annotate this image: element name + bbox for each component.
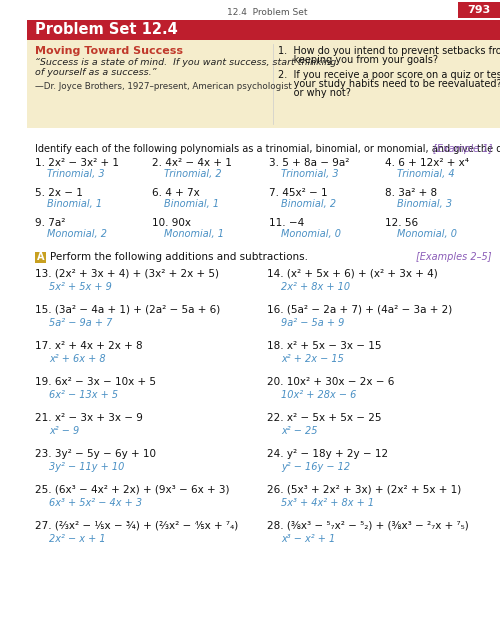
Text: 5x³ + 4x² + 8x + 1: 5x³ + 4x² + 8x + 1 <box>281 498 374 508</box>
Text: 14. (x² + 5x + 6) + (x² + 3x + 4): 14. (x² + 5x + 6) + (x² + 3x + 4) <box>267 269 438 279</box>
Text: 10x² + 28x − 6: 10x² + 28x − 6 <box>281 390 356 400</box>
Text: 5a² − 9a + 7: 5a² − 9a + 7 <box>49 318 112 328</box>
Text: Trinomial, 3: Trinomial, 3 <box>47 169 104 179</box>
Text: 26. (5x³ + 2x² + 3x) + (2x² + 5x + 1): 26. (5x³ + 2x² + 3x) + (2x² + 5x + 1) <box>267 485 461 495</box>
Text: 17. x² + 4x + 2x + 8: 17. x² + 4x + 2x + 8 <box>35 341 142 351</box>
Text: [Example 1]: [Example 1] <box>433 144 492 154</box>
Text: 15. (3a² − 4a + 1) + (2a² − 5a + 6): 15. (3a² − 4a + 1) + (2a² − 5a + 6) <box>35 305 220 315</box>
Text: 16. (5a² − 2a + 7) + (4a² − 3a + 2): 16. (5a² − 2a + 7) + (4a² − 3a + 2) <box>267 305 452 315</box>
Text: A: A <box>37 253 44 262</box>
Text: Identify each of the following polynomials as a trinomial, binomial, or monomial: Identify each of the following polynomia… <box>35 144 500 154</box>
Text: 3y² − 11y + 10: 3y² − 11y + 10 <box>49 462 124 472</box>
Text: x² + 2x − 15: x² + 2x − 15 <box>281 354 344 364</box>
Text: NOT FOR SALE. Copyright XYZtextbooks. Last revised March 6, 2012: NOT FOR SALE. Copyright XYZtextbooks. La… <box>10 196 16 444</box>
Text: 4. 6 + 12x² + x⁴: 4. 6 + 12x² + x⁴ <box>385 158 469 168</box>
Text: 3. 5 + 8a − 9a²: 3. 5 + 8a − 9a² <box>269 158 349 168</box>
Text: 1. 2x² − 3x² + 1: 1. 2x² − 3x² + 1 <box>35 158 119 168</box>
Text: 5x² + 5x + 9: 5x² + 5x + 9 <box>49 282 112 292</box>
Text: Trinomial, 4: Trinomial, 4 <box>397 169 454 179</box>
Text: 6. 4 + 7x: 6. 4 + 7x <box>152 188 200 198</box>
Text: 24. y² − 18y + 2y − 12: 24. y² − 18y + 2y − 12 <box>267 449 388 459</box>
Text: 11. −4: 11. −4 <box>269 218 304 228</box>
Text: 2. 4x² − 4x + 1: 2. 4x² − 4x + 1 <box>152 158 232 168</box>
Text: Monomial, 2: Monomial, 2 <box>47 229 107 239</box>
Text: Monomial, 1: Monomial, 1 <box>164 229 224 239</box>
FancyBboxPatch shape <box>458 2 500 18</box>
Text: “Success is a state of mind.  If you want success, start thinking: “Success is a state of mind. If you want… <box>35 58 336 67</box>
Text: Moving Toward Success: Moving Toward Success <box>35 46 183 56</box>
Text: 5. 2x − 1: 5. 2x − 1 <box>35 188 83 198</box>
Text: 10. 90x: 10. 90x <box>152 218 191 228</box>
Text: 2x² − x + 1: 2x² − x + 1 <box>49 534 106 544</box>
Text: 25. (6x³ − 4x² + 2x) + (9x³ − 6x + 3): 25. (6x³ − 4x² + 2x) + (9x³ − 6x + 3) <box>35 485 230 495</box>
Text: 13. (2x² + 3x + 4) + (3x² + 2x + 5): 13. (2x² + 3x + 4) + (3x² + 2x + 5) <box>35 269 219 279</box>
Text: —Dr. Joyce Brothers, 1927–present, American psychologist: —Dr. Joyce Brothers, 1927–present, Ameri… <box>35 82 292 91</box>
Text: [Examples 2–5]: [Examples 2–5] <box>416 253 492 262</box>
Text: 7. 45x² − 1: 7. 45x² − 1 <box>269 188 328 198</box>
Text: 793: 793 <box>468 5 490 15</box>
Text: or why not?: or why not? <box>278 88 350 98</box>
Text: Trinomial, 3: Trinomial, 3 <box>281 169 338 179</box>
Text: 12. 56: 12. 56 <box>385 218 418 228</box>
Text: 9a² − 5a + 9: 9a² − 5a + 9 <box>281 318 344 328</box>
Text: 28. (⅜x³ − ⁵₇x² − ⁵₂) + (⅜x³ − ²₇x + ⁷₅): 28. (⅜x³ − ⁵₇x² − ⁵₂) + (⅜x³ − ²₇x + ⁷₅) <box>267 521 469 531</box>
Text: Problem Set 12.4: Problem Set 12.4 <box>35 22 178 38</box>
Text: 8. 3a² + 8: 8. 3a² + 8 <box>385 188 437 198</box>
Text: Monomial, 0: Monomial, 0 <box>397 229 457 239</box>
Text: Trinomial, 2: Trinomial, 2 <box>164 169 222 179</box>
Text: keeping you from your goals?: keeping you from your goals? <box>278 55 438 65</box>
Text: 12.4  Problem Set: 12.4 Problem Set <box>227 8 308 17</box>
Text: 20. 10x² + 30x − 2x − 6: 20. 10x² + 30x − 2x − 6 <box>267 377 394 387</box>
Text: x³ − x² + 1: x³ − x² + 1 <box>281 534 335 544</box>
Text: y² − 16y − 12: y² − 16y − 12 <box>281 462 350 472</box>
Text: 22. x² − 5x + 5x − 25: 22. x² − 5x + 5x − 25 <box>267 413 382 423</box>
Text: Monomial, 0: Monomial, 0 <box>281 229 341 239</box>
Text: of yourself as a success.”: of yourself as a success.” <box>35 68 156 77</box>
Text: Binomial, 1: Binomial, 1 <box>47 199 102 209</box>
Text: Binomial, 3: Binomial, 3 <box>397 199 452 209</box>
Text: 19. 6x² − 3x − 10x + 5: 19. 6x² − 3x − 10x + 5 <box>35 377 156 387</box>
Text: 9. 7a²: 9. 7a² <box>35 218 66 228</box>
Text: x² − 9: x² − 9 <box>49 426 79 436</box>
FancyBboxPatch shape <box>27 20 500 40</box>
Text: 6x² − 13x + 5: 6x² − 13x + 5 <box>49 390 118 400</box>
Text: 27. (⅔x² − ⅕x − ¾) + (⅔x² − ⅘x + ⁷₄): 27. (⅔x² − ⅕x − ¾) + (⅔x² − ⅘x + ⁷₄) <box>35 521 238 531</box>
Text: 6x³ + 5x² − 4x + 3: 6x³ + 5x² − 4x + 3 <box>49 498 142 508</box>
FancyBboxPatch shape <box>35 252 46 263</box>
Text: 21. x² − 3x + 3x − 9: 21. x² − 3x + 3x − 9 <box>35 413 143 423</box>
Text: 2.  If you receive a poor score on a quiz or test, do: 2. If you receive a poor score on a quiz… <box>278 70 500 80</box>
Text: x² − 25: x² − 25 <box>281 426 318 436</box>
Text: Binomial, 1: Binomial, 1 <box>164 199 219 209</box>
Text: Binomial, 2: Binomial, 2 <box>281 199 336 209</box>
FancyBboxPatch shape <box>27 40 500 128</box>
Text: your study habits need to be reevaluated? Why: your study habits need to be reevaluated… <box>278 79 500 89</box>
Text: x² + 6x + 8: x² + 6x + 8 <box>49 354 106 364</box>
Text: 1.  How do you intend to prevent setbacks from: 1. How do you intend to prevent setbacks… <box>278 46 500 56</box>
Text: 2x² + 8x + 10: 2x² + 8x + 10 <box>281 282 350 292</box>
Text: 18. x² + 5x − 3x − 15: 18. x² + 5x − 3x − 15 <box>267 341 382 351</box>
Text: Perform the following additions and subtractions.: Perform the following additions and subt… <box>50 253 308 262</box>
Text: 23. 3y² − 5y − 6y + 10: 23. 3y² − 5y − 6y + 10 <box>35 449 156 459</box>
